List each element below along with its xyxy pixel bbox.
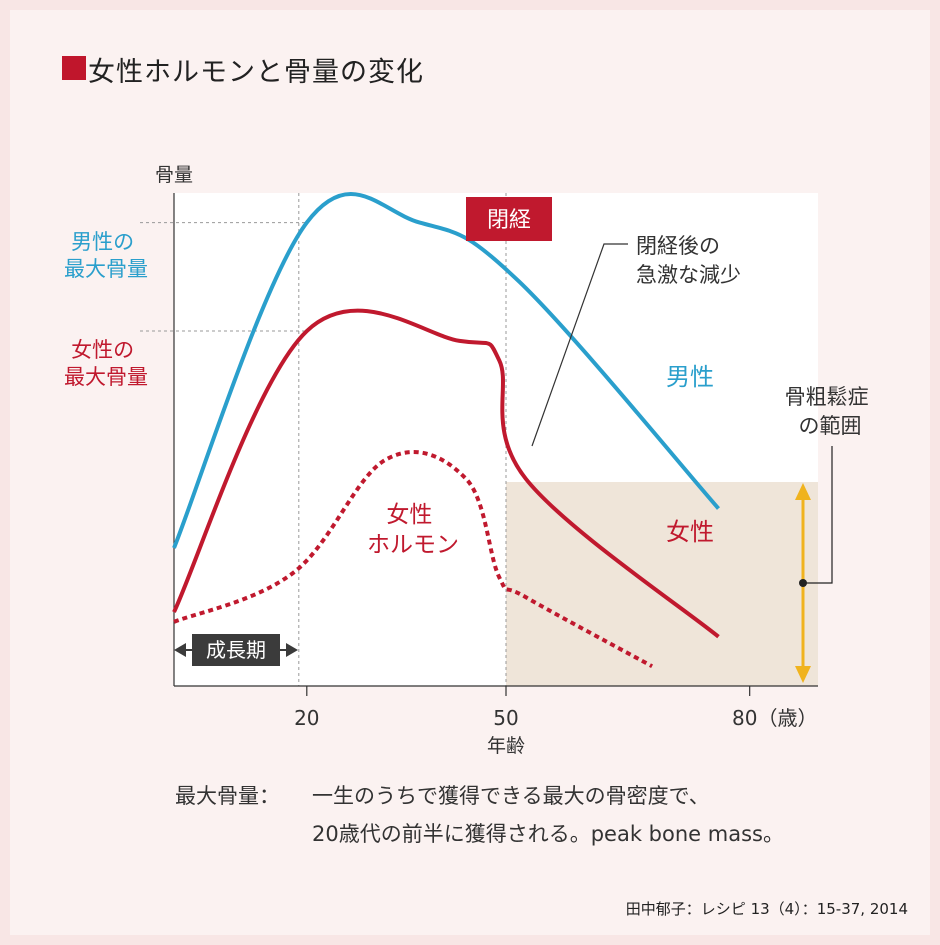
x-tick-label: 80（歳） bbox=[732, 706, 817, 730]
y-axis-label: 骨量 bbox=[155, 164, 193, 186]
x-tick-label: 20 bbox=[294, 706, 319, 730]
x-tick-label: 50 bbox=[493, 706, 518, 730]
footer-term: 最大骨量： bbox=[175, 784, 280, 808]
footer-definition-line2: 20歳代の前半に獲得される。peak bone mass。 bbox=[312, 822, 784, 846]
female-series-label: 女性 bbox=[666, 518, 714, 546]
figure-title: 女性ホルモンと骨量の変化 bbox=[88, 57, 424, 88]
citation: 田中郁子：レシピ 13（4）：15-37, 2014 bbox=[625, 900, 908, 918]
arrow-right-icon bbox=[286, 643, 298, 657]
x-axis-label: 年齢 bbox=[487, 735, 525, 757]
osteoporosis-range-shade bbox=[506, 482, 818, 686]
decline-callout-leader bbox=[531, 243, 628, 447]
menopause-label: 閉経 bbox=[487, 208, 531, 233]
male-bone-mass-line bbox=[172, 192, 720, 549]
female-bone-mass-line bbox=[172, 308, 720, 639]
male-peak-label: 男性の 最大骨量 bbox=[64, 230, 148, 281]
hormone-label: 女性 ホルモン bbox=[367, 502, 459, 558]
male-series-label: 男性 bbox=[666, 363, 714, 391]
title-marker bbox=[62, 56, 86, 80]
menopause-badge bbox=[466, 197, 552, 241]
osteoporosis-label: 骨粗鬆症 の範囲 bbox=[785, 385, 876, 438]
growth-period-label: 成長期 bbox=[206, 638, 266, 662]
osteoporosis-range-arrow bbox=[795, 446, 833, 683]
arrow-left-icon bbox=[174, 643, 186, 657]
footer-definition-line1: 一生のうちで獲得できる最大の骨密度で、 bbox=[312, 784, 710, 808]
decline-callout-label: 閉経後の 急激な減少 bbox=[636, 234, 741, 287]
growth-period-badge: 成長期 bbox=[174, 634, 298, 666]
arrow-down-icon bbox=[795, 666, 811, 683]
female-hormone-line bbox=[173, 450, 654, 669]
female-peak-label: 女性の 最大骨量 bbox=[64, 338, 148, 389]
arrow-up-icon bbox=[795, 483, 811, 500]
